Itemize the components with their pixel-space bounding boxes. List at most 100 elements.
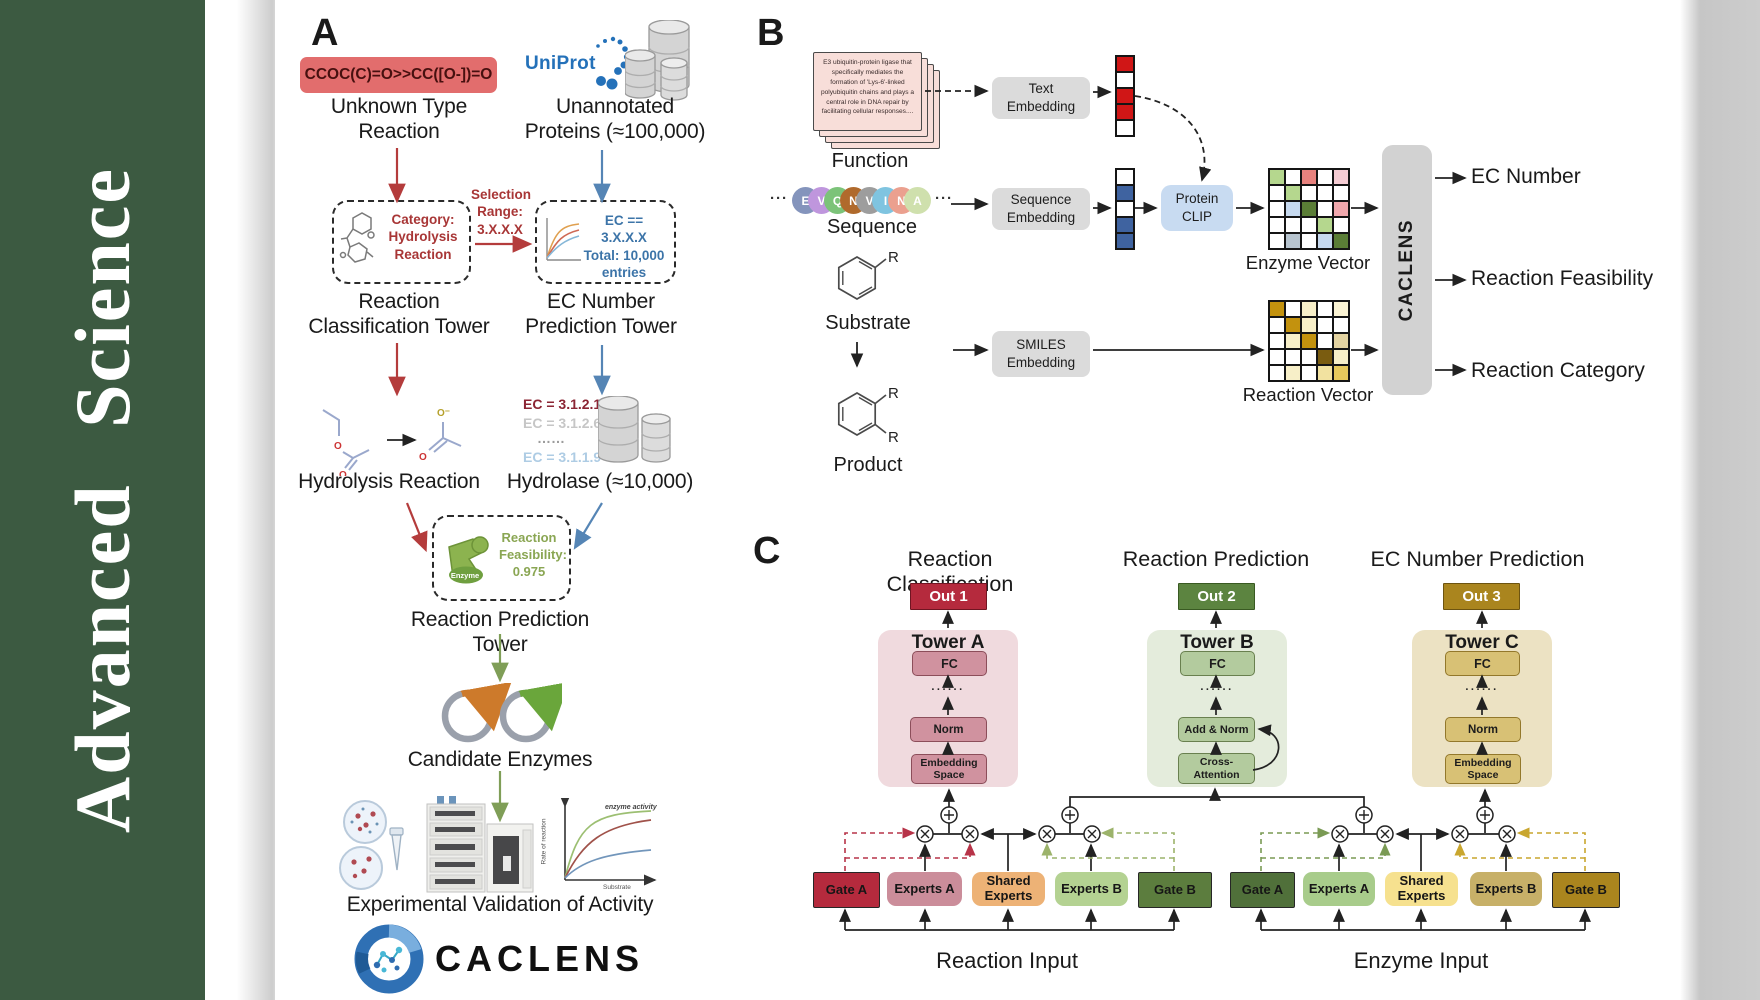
vector-cell	[1269, 333, 1285, 349]
page-left-shadow	[205, 0, 275, 1000]
vector-cell	[1301, 185, 1317, 201]
panel-b-label: B	[757, 12, 785, 54]
output-ec-number: EC Number	[1471, 165, 1581, 188]
g2-gate-b: Gate B	[1552, 872, 1620, 908]
vector-cell	[1301, 169, 1317, 185]
vector-cell	[1116, 88, 1134, 104]
product-r-top: R	[888, 385, 899, 402]
vector-cell	[1333, 201, 1349, 217]
g1-shared-experts: Shared Experts	[972, 872, 1045, 906]
vector-cell	[1285, 301, 1301, 317]
reaction-feasibility-box	[432, 515, 571, 601]
sequence-embedding-box: Sequence Embedding	[992, 188, 1090, 230]
tower-c-embedding-space: Embedding Space	[1445, 754, 1521, 784]
vector-cell	[1333, 185, 1349, 201]
sum-nodes	[940, 806, 1494, 824]
g2-experts-a: Experts A	[1303, 872, 1375, 906]
enzyme-icon-label: Enzyme	[450, 571, 480, 580]
out3-box: Out 3	[1443, 583, 1520, 610]
vector-cell	[1317, 233, 1333, 249]
output-reaction-feasibility: Reaction Feasibility	[1471, 267, 1654, 290]
caclens-model-bar: CACLENS	[1382, 145, 1432, 395]
tower-b-title: Tower B	[1180, 632, 1254, 653]
g1-gate-a: Gate A	[813, 872, 880, 908]
vector-cell	[1333, 333, 1349, 349]
tower-b-fc: FC	[1180, 651, 1255, 676]
vector-cell	[1116, 72, 1134, 88]
reaction-vector-label: Reaction Vector	[1242, 384, 1374, 405]
tower-b-add-norm: Add & Norm	[1178, 717, 1255, 742]
graph-xlabel: Substrate	[603, 884, 631, 891]
vector-cell	[1285, 201, 1301, 217]
caclens-logo-text: CACLENS	[435, 938, 645, 979]
vector-cell	[1269, 317, 1285, 333]
substrate-structure: R	[837, 249, 899, 300]
vector-cell	[1269, 201, 1285, 217]
hydrolysis-caption: Hydrolysis Reaction	[298, 470, 480, 493]
ec-line-1: EC = 3.1.2.1	[523, 396, 602, 412]
vector-cell	[1301, 333, 1317, 349]
activity-graph	[551, 798, 669, 902]
tower-a-norm: Norm	[910, 717, 987, 742]
ec-line-2: EC = 3.1.2.6	[523, 415, 602, 431]
sequence-ellipsis-left: ···	[770, 190, 788, 207]
vector-cell	[1301, 349, 1317, 365]
tower-c-dots: ......	[1465, 681, 1499, 693]
svg-text:O: O	[339, 470, 347, 476]
substrate-caption: Substrate	[825, 312, 911, 334]
molecule-icon	[339, 212, 375, 263]
vector-cell	[1333, 169, 1349, 185]
g1-experts-b: Experts B	[1055, 872, 1128, 906]
function-caption: Function	[831, 150, 909, 172]
function-card-text: E3 ubiquitin-protein ligase that specifi…	[820, 59, 915, 116]
selection-range-text: Selection Range: 3.X.X.X	[471, 187, 532, 237]
vector-cell	[1301, 233, 1317, 249]
vector-cell	[1333, 317, 1349, 333]
g1-gate-b: Gate B	[1138, 872, 1212, 908]
tower-c-fc: FC	[1445, 651, 1520, 676]
figure-page: A CCOC(C)=O>>CC([O-])=O Unknown Type Rea…	[275, 0, 1680, 1000]
database-small-icon	[598, 396, 671, 463]
vector-cell	[1269, 185, 1285, 201]
unannotated-proteins-caption: Unannotated Proteins (≈100,000)	[524, 95, 706, 143]
enzyme-vector-label: Enzyme Vector	[1245, 252, 1371, 273]
panel-a-label: A	[311, 12, 339, 54]
classification-box-text: Category: Hydrolysis Reaction	[388, 212, 458, 262]
vector-cell	[1116, 120, 1134, 136]
tower3-caption: Reaction Prediction Tower	[410, 608, 590, 656]
vector-cell	[1285, 233, 1301, 249]
enzyme-vector-grid	[1268, 168, 1350, 250]
graph-ylabel: Rate of reaction	[540, 818, 548, 865]
g1-experts-a: Experts A	[887, 872, 962, 906]
multiply-nodes	[916, 825, 1516, 843]
vector-cell	[1269, 365, 1285, 381]
vector-cell	[1317, 169, 1333, 185]
vector-cell	[1269, 233, 1285, 249]
function-card-front: E3 ubiquitin-protein ligase that specifi…	[813, 52, 922, 131]
svg-text:O: O	[419, 452, 427, 463]
hplc-instrument-icon	[426, 796, 534, 893]
sequence-residue: A	[904, 187, 931, 214]
vector-cell	[1285, 217, 1301, 233]
product-structure: R R	[837, 385, 899, 446]
caclens-bar-text: CACLENS	[1396, 218, 1417, 322]
vector-cell	[1317, 185, 1333, 201]
title-ec-number-prediction: EC Number Prediction	[1370, 547, 1585, 571]
vector-cell	[1269, 301, 1285, 317]
page-right-shadow	[1680, 0, 1760, 1000]
vector-cell	[1333, 233, 1349, 249]
vector-cell	[1317, 349, 1333, 365]
ec-line-dots: ……	[537, 430, 565, 446]
smiles-embedding-box: SMILES Embedding	[992, 331, 1090, 377]
vector-cell	[1269, 349, 1285, 365]
journal-sidebar: Advanced Science	[0, 0, 205, 1000]
assay-plates-icon	[339, 800, 404, 890]
hydrolase-caption: Hydrolase (≈10,000)	[506, 470, 694, 493]
journal-title: Advanced Science	[58, 166, 146, 834]
vector-cell	[1116, 56, 1134, 72]
sequence-ellipsis-right: ···	[935, 190, 953, 207]
panel-c-label: C	[753, 530, 781, 572]
g2-gate-a: Gate A	[1230, 872, 1295, 908]
vector-cell	[1116, 201, 1134, 217]
vector-cell	[1301, 365, 1317, 381]
